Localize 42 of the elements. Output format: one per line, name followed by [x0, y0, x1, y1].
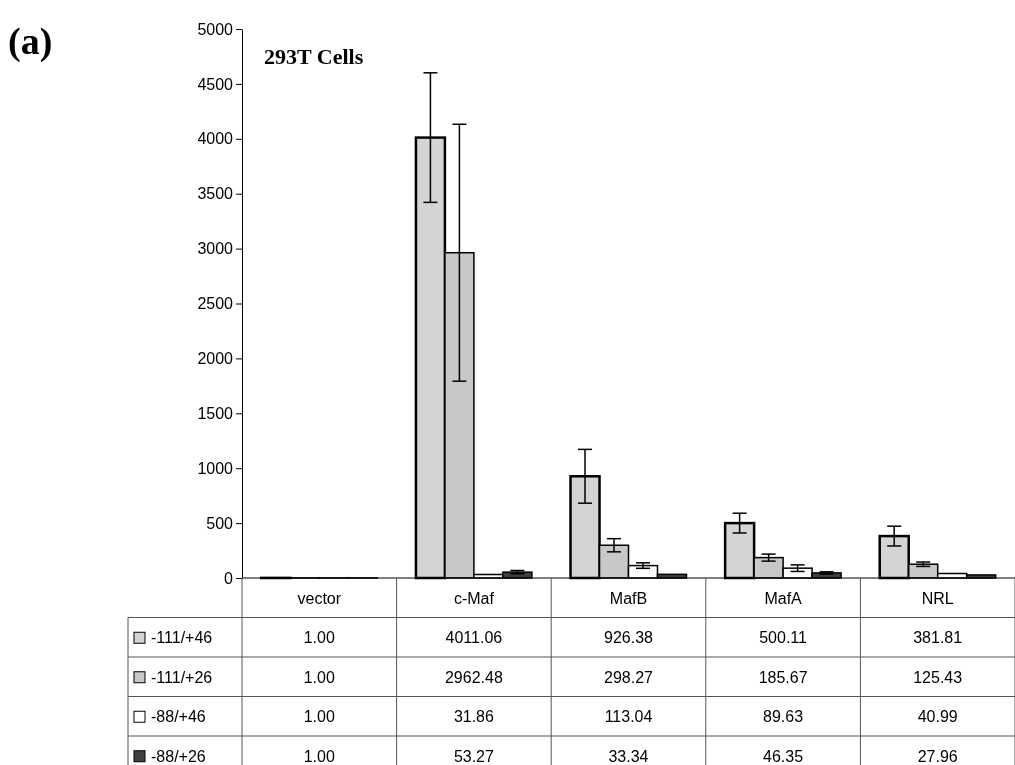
x-tick-label: MafB [609, 589, 648, 607]
text: 293T Cells [264, 44, 364, 69]
data-label: 46.35 [763, 747, 804, 765]
y-tick-label: 1000 [197, 459, 234, 477]
data-label: 89.63 [763, 708, 804, 726]
data-label: 1.00 [303, 629, 335, 647]
data-label: 125.43 [913, 668, 963, 686]
data-label: 2962.48 [444, 668, 503, 686]
data-label: 31.86 [453, 708, 495, 726]
data-label: 113.04 [604, 708, 653, 726]
y-tick-label: 1500 [197, 404, 234, 422]
y-tick-label: 5000 [197, 20, 234, 38]
data-label: 40.99 [917, 708, 958, 726]
y-tick-label: 4500 [197, 75, 234, 93]
data-label: 298.27 [604, 668, 654, 686]
x-tick-label: vector [297, 589, 342, 607]
y-tick-label: 3500 [197, 185, 234, 203]
data-label: 926.38 [604, 629, 654, 647]
x-tick-label: NRL [921, 589, 954, 607]
data-label: 53.27 [453, 747, 495, 765]
legend-label: -111/+46 [151, 629, 213, 647]
y-tick-label: 2500 [197, 295, 234, 313]
y-tick-label: 0 [224, 569, 234, 587]
data-label: 185.67 [758, 668, 808, 686]
legend-label: -88/+46 [151, 708, 206, 726]
data-label: 1.00 [303, 668, 335, 686]
data-label: 4011.06 [445, 629, 503, 647]
x-tick-label: c-Maf [453, 589, 495, 607]
x-tick-label: MafA [764, 589, 803, 607]
data-label: 1.00 [303, 708, 335, 726]
data-label: 27.96 [917, 747, 958, 765]
y-tick-label: 3000 [197, 240, 234, 258]
y-tick-label: 4000 [197, 130, 234, 148]
legend-label: -88/+26 [151, 747, 206, 765]
data-label: 33.34 [608, 747, 649, 765]
legend-label: -111/+26 [151, 668, 213, 686]
data-label: 381.81 [913, 629, 963, 647]
y-tick-label: 500 [206, 514, 234, 532]
text: (a) [8, 20, 53, 63]
data-label: 1.00 [303, 747, 335, 765]
data-label: 500.11 [759, 629, 808, 647]
y-tick-label: 2000 [197, 350, 234, 368]
